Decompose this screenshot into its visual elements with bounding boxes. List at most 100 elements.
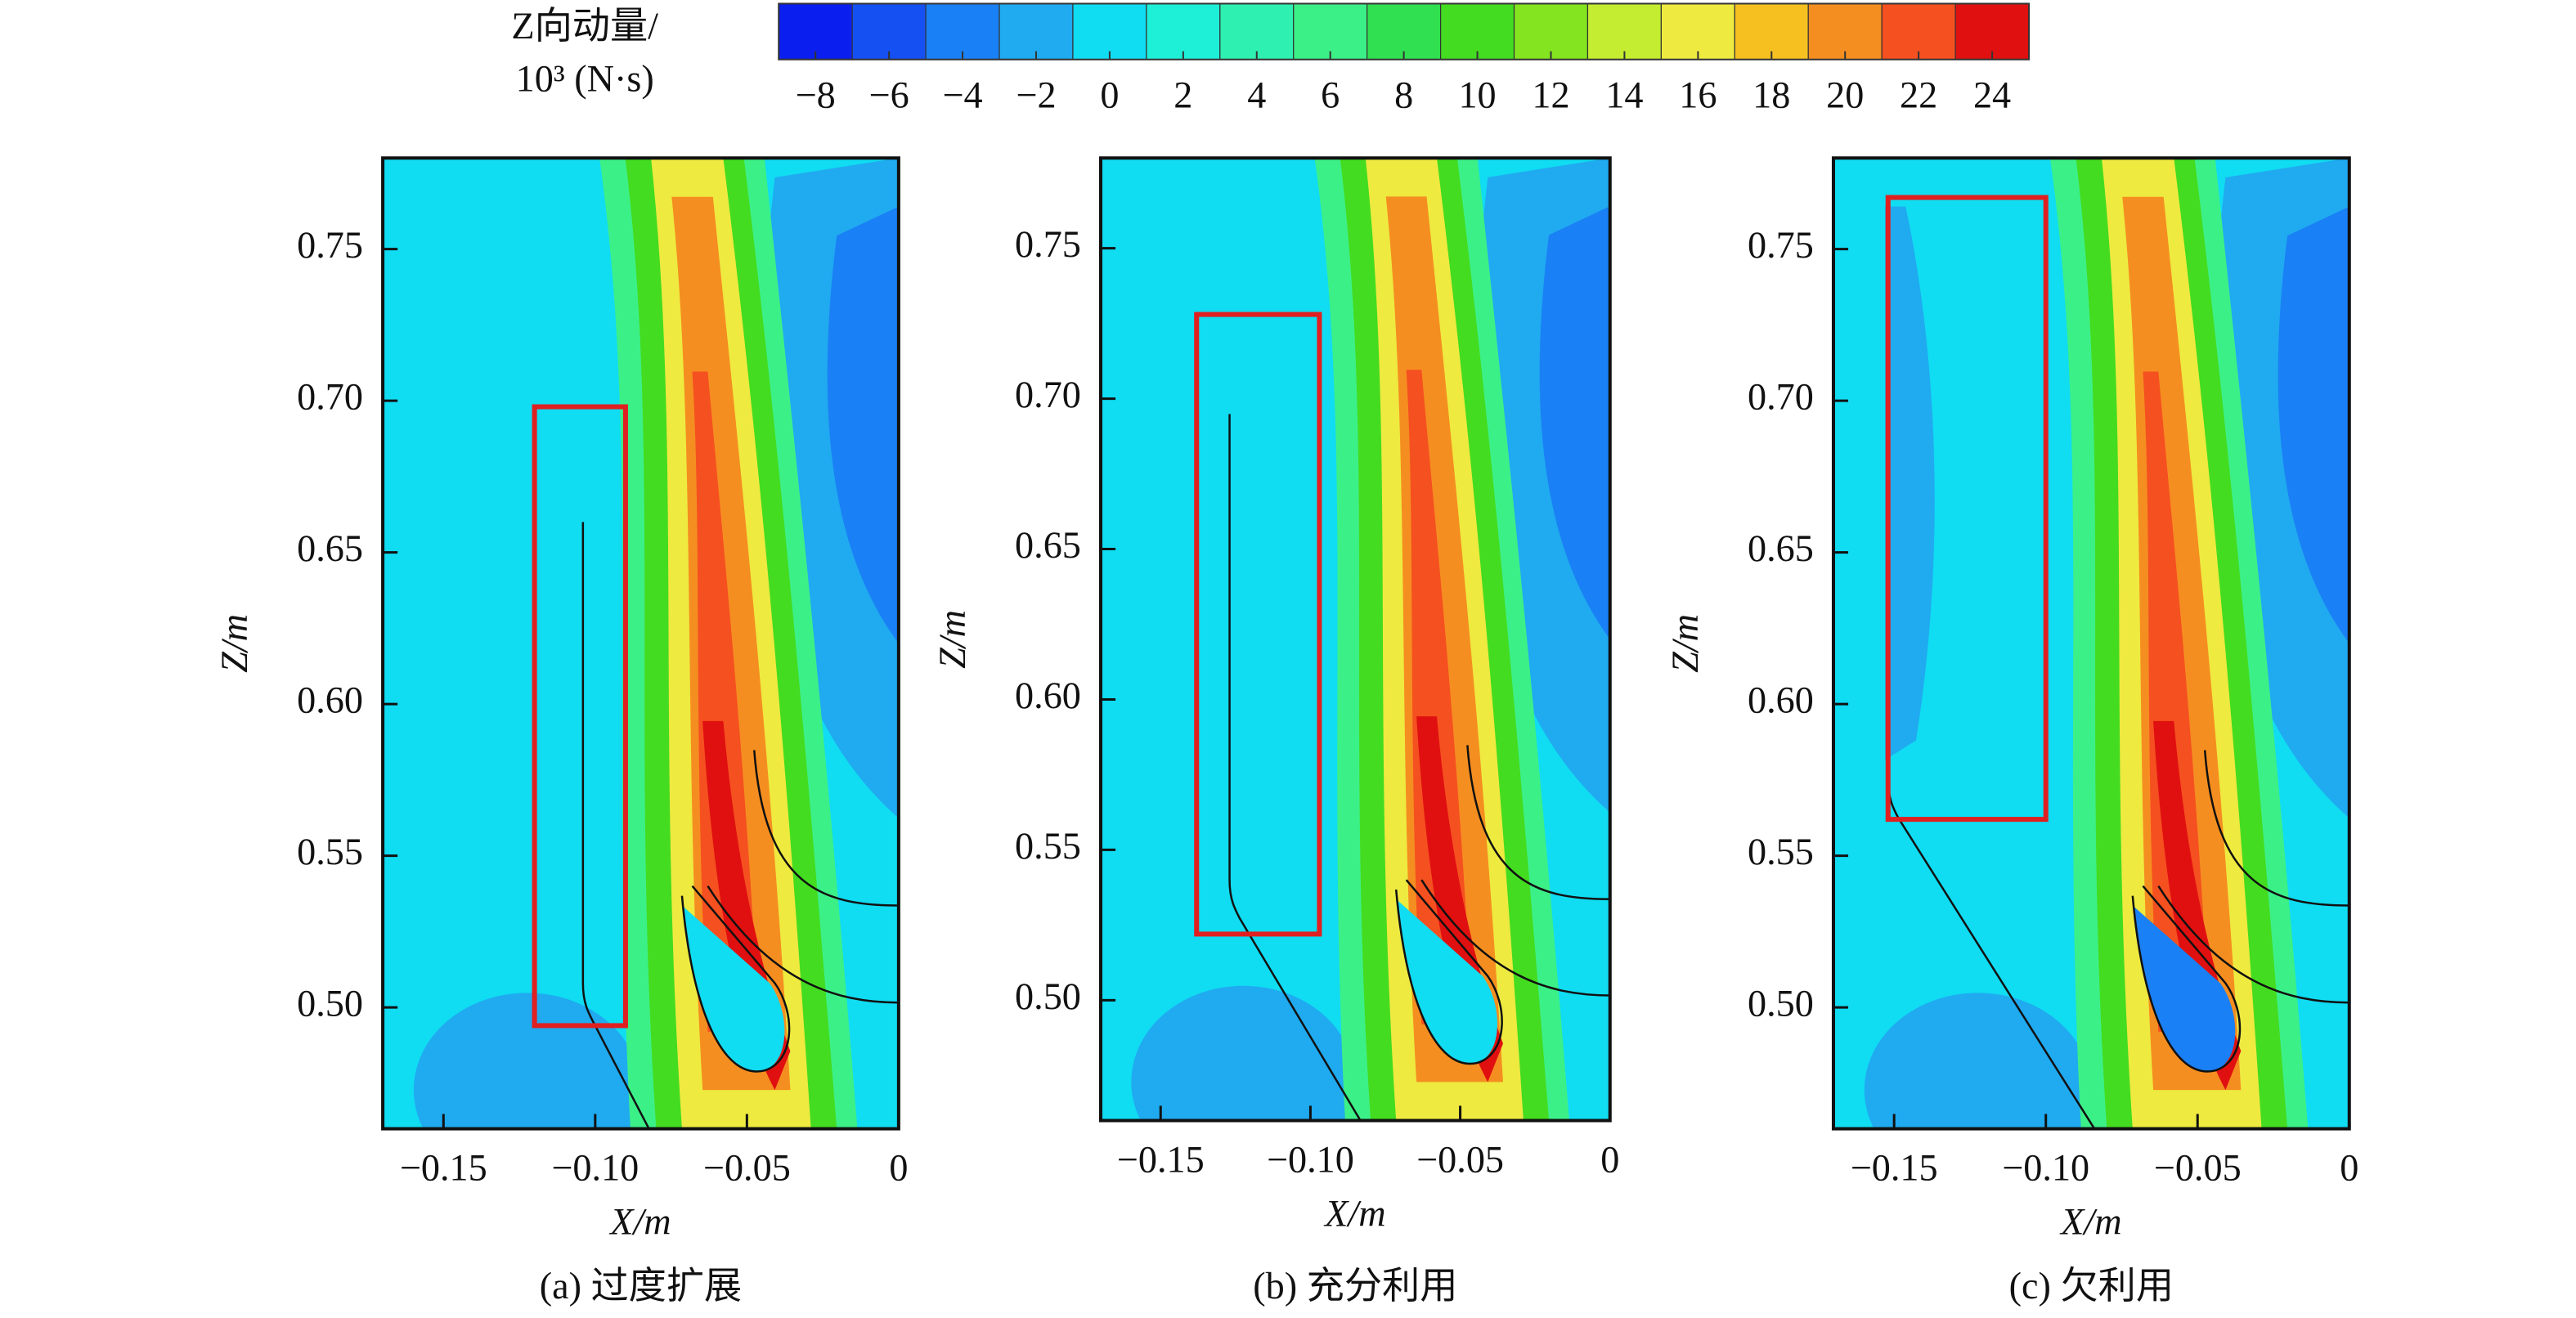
plot-frame (381, 156, 900, 1131)
y-tick-label: 0.50 (297, 983, 363, 1024)
y-tick-label: 0.70 (297, 376, 363, 418)
colorbar-swatch (1293, 2, 1368, 61)
y-tick-label: 0.75 (1015, 223, 1081, 265)
y-tick-label: 0.60 (1015, 675, 1081, 716)
y-tick-label: 0.50 (1748, 983, 1814, 1024)
colorbar-swatch (1513, 2, 1589, 61)
colorbar-tick-label: 4 (1247, 74, 1266, 116)
colorbar-swatch (778, 2, 853, 61)
field-region (692, 371, 760, 1032)
y-tick-label: 0.55 (1015, 825, 1081, 867)
colorbar-swatch (999, 2, 1074, 61)
x-axis-label: X/m (2059, 1201, 2121, 1243)
colorbar-swatch (1660, 2, 1735, 61)
wall (707, 886, 898, 1002)
field-region (1864, 993, 2092, 1129)
highlight-box (1194, 312, 1322, 937)
contour-field (1833, 158, 2349, 1129)
y-tick-label: 0.70 (1015, 374, 1081, 415)
x-tick-label: −0.10 (2002, 1146, 2089, 1188)
colorbar-label: Z向动量/ (511, 5, 658, 47)
wall (1396, 880, 1501, 1064)
highlight-box (532, 404, 628, 1029)
highlight-box (1885, 195, 2049, 823)
contour-field (383, 158, 899, 1129)
y-tick-label: 0.70 (1748, 376, 1814, 418)
y-axis-label: Z/m (1664, 614, 1706, 673)
x-tick-label: −0.05 (1416, 1138, 1504, 1180)
colorbar-swatch (1367, 2, 1442, 61)
field-region (681, 905, 785, 1072)
field-region (2143, 371, 2210, 1032)
colorbar-tick-label: 16 (1679, 74, 1717, 116)
colorbar-tick-label: 12 (1532, 74, 1569, 116)
wall (754, 751, 899, 906)
x-tick-label: −0.15 (1117, 1138, 1205, 1180)
y-tick-label: 0.65 (1015, 524, 1081, 566)
x-axis-label: X/m (608, 1201, 671, 1243)
field-region (1885, 206, 1935, 760)
x-tick-label: −0.15 (400, 1146, 487, 1188)
colorbar-swatch (851, 2, 927, 61)
panel-caption: (c) 欠利用 (2009, 1265, 2174, 1307)
colorbar-tick-label: −2 (1016, 74, 1056, 116)
contour-field (1100, 158, 1610, 1121)
wall (583, 522, 649, 1129)
y-axis-label: Z/m (931, 610, 973, 669)
wall (2205, 751, 2349, 906)
x-tick-label: −0.15 (1851, 1146, 1938, 1188)
x-tick-label: −0.05 (703, 1146, 791, 1188)
y-tick-label: 0.65 (297, 527, 363, 569)
colorbar-swatch (1219, 2, 1295, 61)
x-tick-label: −0.05 (2154, 1146, 2242, 1188)
field-region (2132, 905, 2236, 1072)
field-region (1396, 899, 1498, 1064)
wall (682, 886, 789, 1072)
colorbar-tick-label: 2 (1174, 74, 1192, 116)
x-tick-label: −0.10 (1267, 1138, 1354, 1180)
panel-caption: (b) 充分利用 (1253, 1265, 1457, 1307)
field-region (1539, 206, 1610, 639)
x-tick-label: 0 (889, 1146, 908, 1188)
y-tick-label: 0.50 (1015, 975, 1081, 1017)
y-tick-label: 0.55 (1748, 831, 1814, 872)
colorbar-tick-label: 24 (1973, 74, 2011, 116)
colorbar-tick-label: −8 (796, 74, 836, 116)
y-tick-label: 0.75 (1748, 224, 1814, 266)
colorbar-swatch (1807, 2, 1883, 61)
colorbar-swatch (925, 2, 1000, 61)
colorbar-swatch (1586, 2, 1662, 61)
colorbar-label: 10³ (N·s) (516, 57, 654, 99)
plot-frame (1831, 156, 2351, 1131)
plot-frame (1098, 156, 1612, 1123)
colorbar-tick-label: 0 (1100, 74, 1119, 116)
colorbar-tick-label: −4 (942, 74, 982, 116)
field-region (1406, 370, 1473, 1024)
wall (1230, 414, 1361, 1120)
colorbar-tick-label: 8 (1394, 74, 1413, 116)
y-axis-label: Z/m (213, 614, 255, 673)
colorbar-tick-label: 10 (1458, 74, 1496, 116)
x-tick-label: 0 (1600, 1138, 1619, 1180)
colorbar-swatch (1072, 2, 1147, 61)
colorbar-tick-label: −6 (869, 74, 909, 116)
x-axis-label: X/m (1323, 1193, 1385, 1235)
wall (2133, 886, 2240, 1072)
colorbar-tick-label: 14 (1605, 74, 1643, 116)
x-tick-label: 0 (2340, 1146, 2358, 1188)
colorbar-tick-label: 22 (1900, 74, 1937, 116)
field-region (2278, 206, 2349, 643)
panel-caption: (a) 过度扩展 (540, 1265, 743, 1307)
colorbar-swatch (1734, 2, 1809, 61)
colorbar-tick-label: 20 (1826, 74, 1864, 116)
y-tick-label: 0.60 (297, 679, 363, 721)
field-region (827, 206, 899, 643)
wall (2158, 886, 2349, 1002)
y-tick-label: 0.60 (1748, 679, 1814, 721)
colorbar-tick-label: 6 (1321, 74, 1340, 116)
x-tick-label: −0.10 (551, 1146, 639, 1188)
colorbar-swatch (1146, 2, 1221, 61)
y-tick-label: 0.65 (1748, 527, 1814, 569)
